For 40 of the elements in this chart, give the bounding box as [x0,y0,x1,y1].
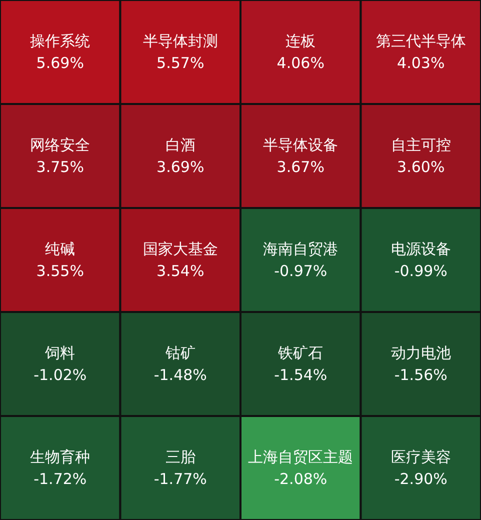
category-label: 电源设备 [390,240,451,258]
data-label: 3.54% [156,262,204,280]
data-label: -2.90% [394,470,448,488]
category-label: 海南自贸港 [263,240,338,258]
data-label: 3.60% [397,158,445,176]
category-label: 第三代半导体 [376,32,466,50]
category-label: 半导体设备 [263,136,338,154]
data-label: -1.77% [154,470,207,488]
category-label: 半导体封测 [142,32,218,50]
data-label: -2.08% [274,470,328,488]
data-label: 5.57% [156,54,204,72]
category-label: 连板 [286,32,316,50]
data-label: -1.54% [274,366,328,384]
data-label: 4.06% [276,54,324,72]
data-label: 3.55% [36,262,84,280]
data-label: -1.56% [394,366,448,384]
category-label: 操作系统 [30,32,90,50]
data-label: -0.99% [394,262,448,280]
data-label: 4.03% [397,54,445,72]
category-label: 纯碱 [45,240,76,258]
data-label: 3.69% [156,158,204,176]
data-label: -1.48% [154,366,207,384]
category-label: 饲料 [44,344,76,362]
category-label: 自主可控 [390,136,451,154]
category-label: 医疗美容 [390,448,451,466]
data-label: 3.75% [36,158,84,176]
category-label: 上海自贸区主题 [248,448,354,466]
category-label: 三胎 [165,448,196,466]
category-label: 钴矿 [164,344,196,362]
category-label: 生物育种 [30,448,90,466]
data-label: 5.69% [36,54,84,72]
category-label: 网络安全 [30,136,90,154]
category-label: 铁矿石 [277,344,324,362]
category-label: 国家大基金 [142,240,218,258]
category-label: 动力电池 [390,344,451,362]
data-label: -0.97% [274,262,328,280]
data-label: 3.67% [276,158,324,176]
data-label: -1.72% [34,470,87,488]
data-label: -1.02% [34,366,87,384]
category-label: 白酒 [165,136,196,154]
